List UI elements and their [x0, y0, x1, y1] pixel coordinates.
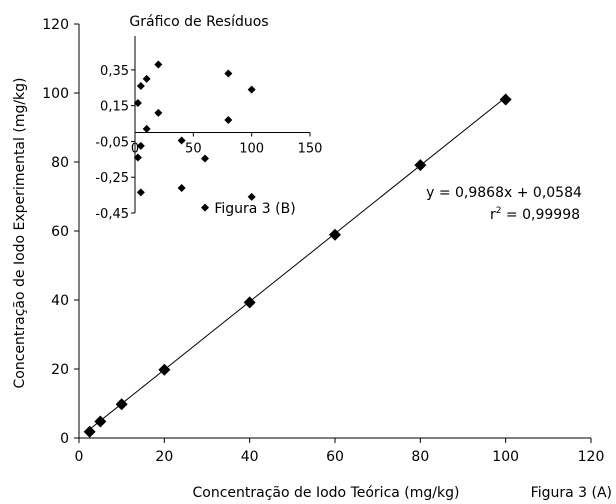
inset-data-point	[247, 85, 256, 94]
figure-label-b: Figura 3 (B)	[214, 201, 295, 217]
main-x-tick-label: 20	[155, 449, 173, 465]
inset-data-point	[133, 153, 142, 162]
inset-data-point	[154, 60, 163, 69]
inset-data-point	[201, 203, 209, 212]
inset-data-point	[133, 98, 142, 107]
main-data-point	[329, 228, 341, 241]
inset-data-point	[224, 115, 233, 124]
main-data-point	[158, 363, 171, 376]
r-squared-exponent: 2	[496, 206, 502, 216]
inset-y-tick-label: 0,15	[100, 100, 129, 115]
inset-y-tick-label: 0,35	[100, 64, 129, 79]
r-squared-value: = 0,99998	[501, 207, 580, 223]
inset-data-point	[201, 154, 209, 163]
main-data-point	[115, 398, 128, 411]
main-x-tick-label: 40	[241, 449, 259, 465]
inset-x-tick-label: 100	[239, 142, 264, 157]
inset-title: Gráfico de Resíduos	[129, 14, 268, 30]
inset-data-point	[224, 69, 233, 78]
main-y-tick-label: 40	[51, 293, 69, 309]
inset-x-tick-label: 50	[185, 142, 202, 157]
r-squared-label: r2 = 0,99998	[490, 206, 580, 223]
inset-data-point	[154, 108, 163, 117]
main-y-tick-label: 120	[42, 17, 69, 33]
main-y-tick-label: 80	[51, 155, 69, 171]
main-y-axis-title: Concentração de Iodo Experimental (mg/kg…	[12, 77, 28, 388]
main-data-point	[83, 425, 96, 438]
inset-data-point	[142, 124, 151, 133]
main-x-tick-label: 120	[578, 449, 605, 465]
inset-x-tick-label: 150	[298, 142, 323, 157]
r-squared-symbol: r	[490, 207, 496, 223]
main-data-point	[243, 296, 256, 309]
equation-label: y = 0,9868x + 0,0584	[426, 185, 582, 201]
main-data-point	[94, 415, 107, 428]
main-y-tick-label: 60	[51, 224, 69, 240]
inset-y-tick-label: -0,05	[95, 135, 129, 150]
main-x-tick-label: 0	[75, 449, 84, 465]
inset-data-point	[136, 141, 145, 150]
figure-label-a: Figura 3 (A)	[531, 485, 612, 501]
inset-data-point	[136, 81, 145, 90]
inset-data-point	[136, 188, 145, 197]
inset-data-point	[247, 192, 256, 201]
main-data-point	[414, 159, 427, 172]
regression-line	[87, 96, 506, 432]
inset-data-point	[177, 136, 186, 145]
inset-data-point	[142, 74, 151, 83]
main-y-tick-label: 20	[51, 362, 69, 378]
inset-data-point	[177, 183, 186, 192]
main-x-tick-label: 80	[411, 449, 429, 465]
inset-x-tick-label: 0	[131, 142, 139, 157]
main-y-tick-label: 100	[42, 86, 69, 102]
main-x-tick-label: 100	[492, 449, 519, 465]
main-data-point	[499, 93, 512, 106]
inset-y-tick-label: -0,25	[95, 171, 129, 186]
inset-y-tick-label: -0,45	[95, 207, 129, 222]
main-x-tick-label: 60	[326, 449, 344, 465]
main-x-axis-title: Concentração de Iodo Teórica (mg/kg)	[193, 485, 460, 501]
main-y-tick-label: 0	[60, 431, 69, 447]
